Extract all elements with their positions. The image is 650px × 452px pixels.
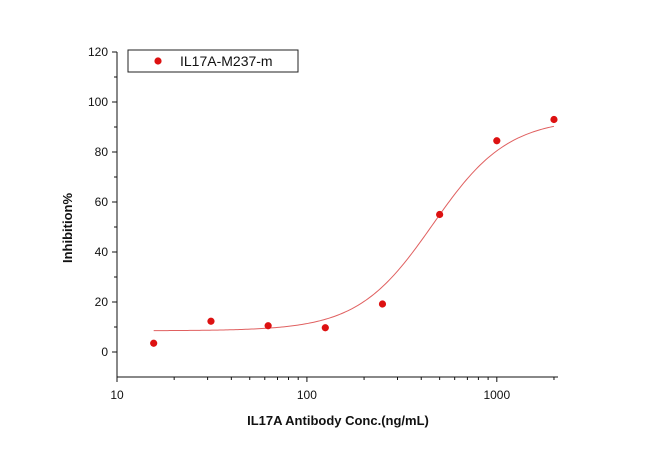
- x-tick-label: 10: [110, 388, 124, 402]
- y-tick-label: 80: [95, 145, 109, 159]
- legend-box: [127, 49, 299, 73]
- y-tick-label: 60: [95, 195, 109, 209]
- data-point: [378, 300, 387, 308]
- x-axis-title: IL17A Antibody Conc.(ng/mL): [247, 413, 429, 428]
- y-axis-ticks: 0 20 40 60 80 100 120: [88, 45, 117, 359]
- data-points: [150, 115, 558, 347]
- x-axis-ticks: 10 100 1000: [110, 377, 555, 402]
- x-tick-label: 100: [297, 388, 317, 402]
- y-tick-label: 0: [101, 345, 108, 359]
- axes: [116, 52, 558, 378]
- data-point: [436, 210, 444, 219]
- y-axis-title: Inhibition%: [60, 193, 75, 263]
- data-point: [550, 115, 558, 124]
- fit-curve: [153, 125, 555, 332]
- legend-marker: [154, 57, 162, 65]
- legend-label: IL17A-M237-m: [180, 53, 273, 69]
- data-point: [264, 322, 272, 330]
- y-tick-label: 100: [88, 95, 108, 109]
- data-point: [150, 339, 158, 347]
- data-point: [207, 317, 215, 325]
- data-point: [321, 324, 329, 332]
- x-tick-label: 1000: [483, 388, 510, 402]
- y-tick-label: 20: [95, 295, 109, 309]
- data-point: [493, 137, 501, 145]
- legend: IL17A-M237-m: [127, 49, 299, 73]
- y-tick-label: 120: [88, 45, 108, 59]
- y-tick-label: 40: [95, 245, 109, 259]
